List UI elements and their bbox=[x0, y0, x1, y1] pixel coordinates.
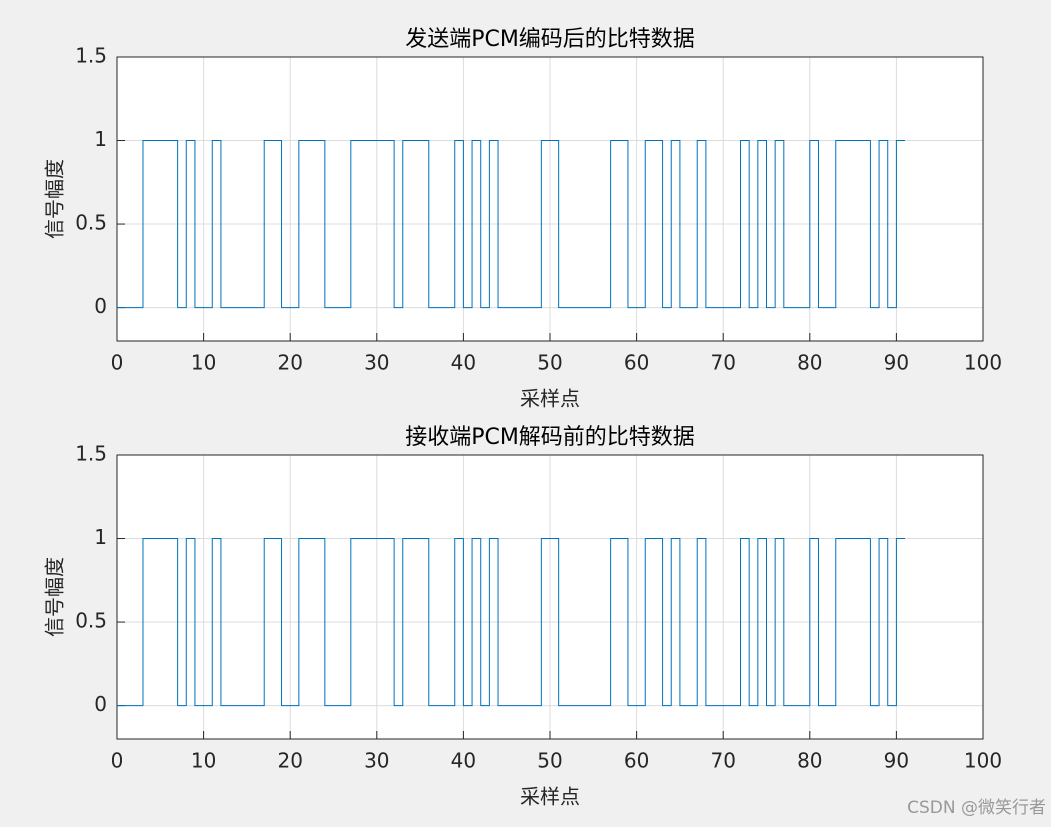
chart-title: 接收端PCM解码前的比特数据 bbox=[405, 425, 695, 450]
axes-box bbox=[116, 454, 984, 740]
y-tick-label: 0.5 bbox=[75, 211, 107, 235]
chart-title: 发送端PCM编码后的比特数据 bbox=[405, 27, 695, 52]
x-tick-label: 0 bbox=[111, 749, 124, 773]
x-tick-label: 70 bbox=[710, 351, 735, 375]
x-tick-label: 10 bbox=[191, 351, 216, 375]
x-tick-label: 20 bbox=[277, 749, 302, 773]
y-tick-label: 0 bbox=[94, 294, 107, 318]
x-tick-label: 60 bbox=[624, 351, 649, 375]
x-tick-label: 30 bbox=[364, 351, 389, 375]
axes-box bbox=[116, 56, 984, 342]
y-tick-label: 1 bbox=[94, 127, 107, 151]
watermark: CSDN @微笑行者 bbox=[907, 798, 1046, 818]
x-tick-label: 30 bbox=[364, 749, 389, 773]
x-tick-label: 20 bbox=[277, 351, 302, 375]
x-tick-label: 60 bbox=[624, 749, 649, 773]
x-tick-label: 10 bbox=[191, 749, 216, 773]
x-tick-label: 50 bbox=[537, 749, 562, 773]
y-tick-label: 1.5 bbox=[75, 44, 107, 68]
x-axis-label: 采样点 bbox=[520, 387, 580, 411]
y-axis-label: 信号幅度 bbox=[43, 159, 67, 239]
y-tick-label: 0 bbox=[94, 692, 107, 716]
x-tick-label: 80 bbox=[797, 749, 822, 773]
x-tick-label: 40 bbox=[451, 749, 476, 773]
stairs-line bbox=[117, 538, 906, 707]
x-tick-label: 0 bbox=[111, 351, 124, 375]
x-tick-label: 100 bbox=[964, 351, 1002, 375]
y-axis-label: 信号幅度 bbox=[43, 557, 67, 637]
y-tick-label: 1 bbox=[94, 525, 107, 549]
x-tick-label: 40 bbox=[451, 351, 476, 375]
x-tick-label: 80 bbox=[797, 351, 822, 375]
x-tick-label: 90 bbox=[884, 351, 909, 375]
x-tick-label: 70 bbox=[710, 749, 735, 773]
y-tick-label: 0.5 bbox=[75, 609, 107, 633]
x-axis-label: 采样点 bbox=[520, 785, 580, 809]
x-tick-label: 90 bbox=[884, 749, 909, 773]
stairs-line bbox=[117, 140, 906, 309]
x-tick-label: 100 bbox=[964, 749, 1002, 773]
x-tick-label: 50 bbox=[537, 351, 562, 375]
y-tick-label: 1.5 bbox=[75, 442, 107, 466]
